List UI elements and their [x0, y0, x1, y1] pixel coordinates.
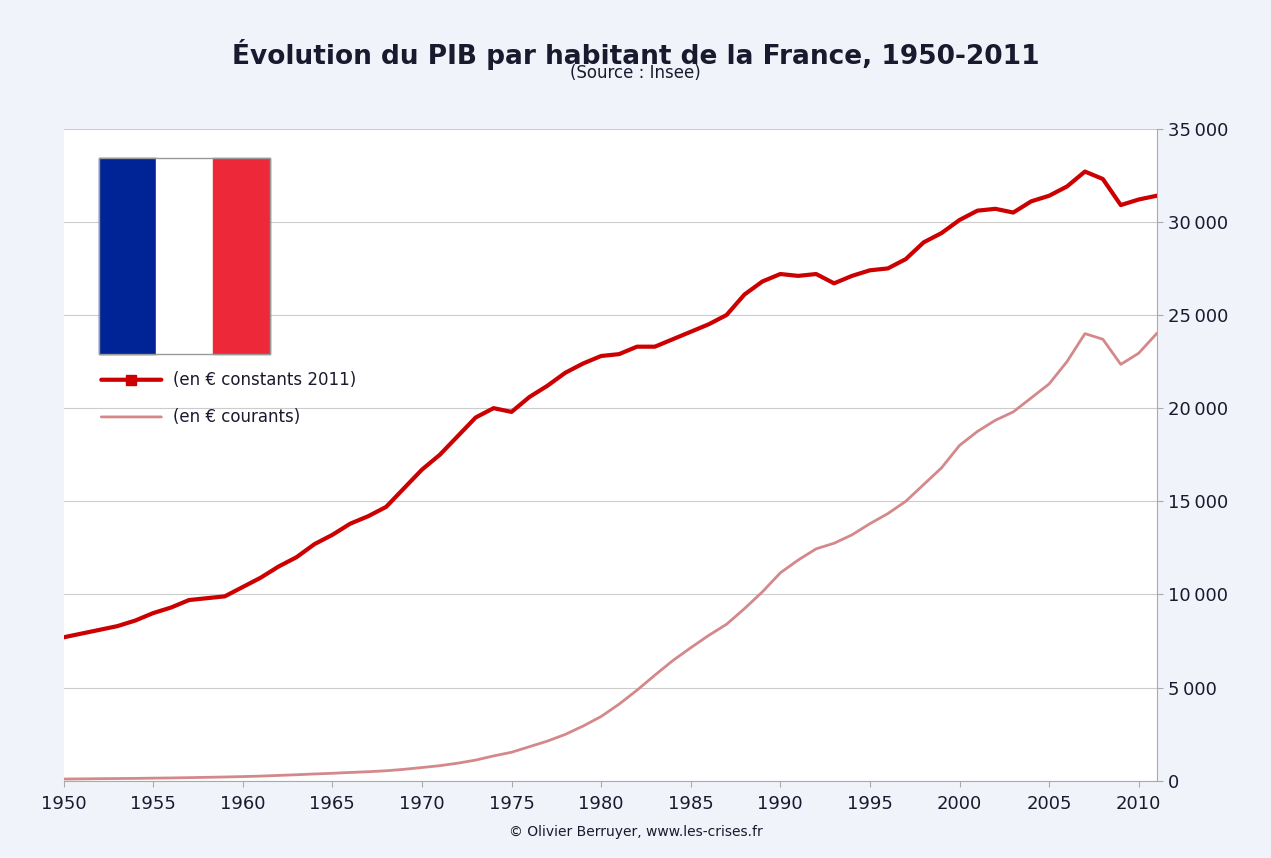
Bar — [99, 158, 271, 353]
Bar — [156, 158, 214, 353]
Bar — [99, 158, 156, 353]
Text: (en € constants 2011): (en € constants 2011) — [173, 371, 356, 389]
Text: (en € courants): (en € courants) — [173, 408, 300, 426]
Bar — [214, 158, 271, 353]
Text: (Source : Insee): (Source : Insee) — [571, 64, 700, 82]
Text: © Olivier Berruyer, www.les-crises.fr: © Olivier Berruyer, www.les-crises.fr — [508, 825, 763, 839]
Text: Évolution du PIB par habitant de la France, 1950-2011: Évolution du PIB par habitant de la Fran… — [231, 39, 1040, 69]
